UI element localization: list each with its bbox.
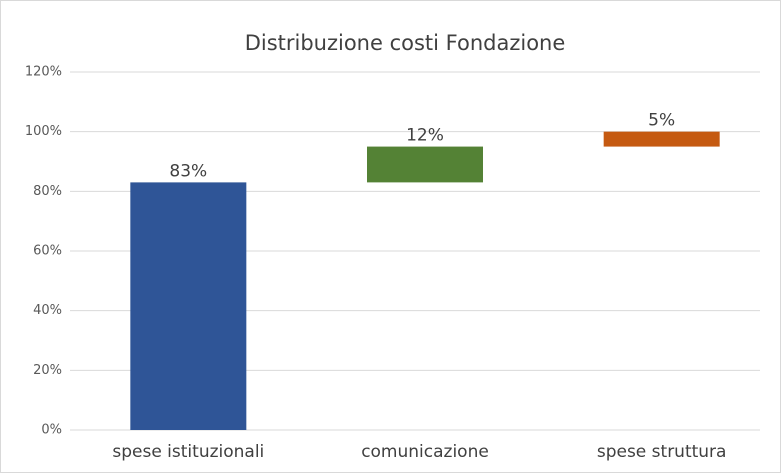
bar: [130, 182, 247, 430]
x-tick-label: spese istituzionali: [112, 442, 264, 462]
y-tick-label: 100%: [25, 124, 62, 139]
bar: [603, 131, 720, 147]
y-tick-label: 80%: [33, 184, 62, 199]
bar: [367, 146, 483, 183]
data-label: 83%: [169, 161, 207, 181]
data-label: 5%: [648, 111, 675, 131]
x-tick-label: spese struttura: [597, 442, 727, 462]
y-tick-label: 60%: [33, 244, 62, 259]
x-tick-label: comunicazione: [361, 442, 489, 462]
y-tick-label: 0%: [41, 423, 62, 438]
y-tick-label: 40%: [33, 303, 62, 318]
y-tick-label: 120%: [25, 65, 62, 80]
data-label: 12%: [406, 126, 444, 146]
y-tick-label: 20%: [33, 363, 62, 378]
chart-title: Distribuzione costi Fondazione: [245, 31, 566, 55]
